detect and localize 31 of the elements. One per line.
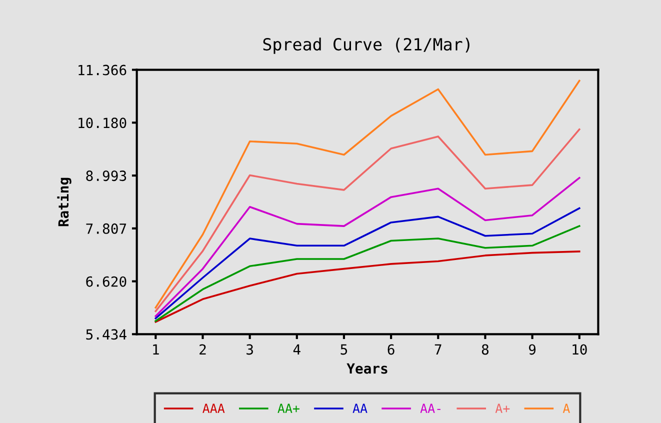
x-tick-label: 8 <box>482 344 489 355</box>
legend-label: AA+ <box>278 404 300 413</box>
x-tick-label: 1 <box>153 344 159 355</box>
x-axis-title: Years <box>346 363 388 374</box>
y-tick-label: 6.620 <box>86 276 126 287</box>
x-tick-label: 2 <box>200 344 206 355</box>
line-series <box>154 225 580 322</box>
legend-label: AAA <box>202 404 225 413</box>
line-series <box>154 80 580 309</box>
legend-label: AA- <box>420 404 440 413</box>
line-series <box>154 128 580 312</box>
y-tick-label: 8.993 <box>86 170 126 182</box>
x-tick-label: 3 <box>246 344 253 355</box>
y-tick-label: 11.366 <box>78 64 126 76</box>
y-tick-label: 7.807 <box>86 223 126 234</box>
y-axis-title: Rating <box>57 178 72 226</box>
line-series <box>154 177 580 317</box>
y-tick-label: 10.180 <box>78 118 126 128</box>
legend-label: A+ <box>495 404 510 413</box>
y-tick-label: 5.434 <box>86 329 126 340</box>
legend-label: A <box>562 404 570 413</box>
x-tick-label: 7 <box>434 344 442 355</box>
x-tick-label: 4 <box>293 344 300 355</box>
x-tick-label: 5 <box>340 344 348 355</box>
x-tick-label: 9 <box>528 344 536 355</box>
line-series <box>154 207 580 320</box>
line-series <box>154 250 580 323</box>
x-tick-label: 10 <box>572 344 587 355</box>
chart-title: Spread Curve (21/Mar) <box>263 38 470 54</box>
x-tick-label: 6 <box>388 344 394 355</box>
legend-label: AA <box>352 404 368 413</box>
